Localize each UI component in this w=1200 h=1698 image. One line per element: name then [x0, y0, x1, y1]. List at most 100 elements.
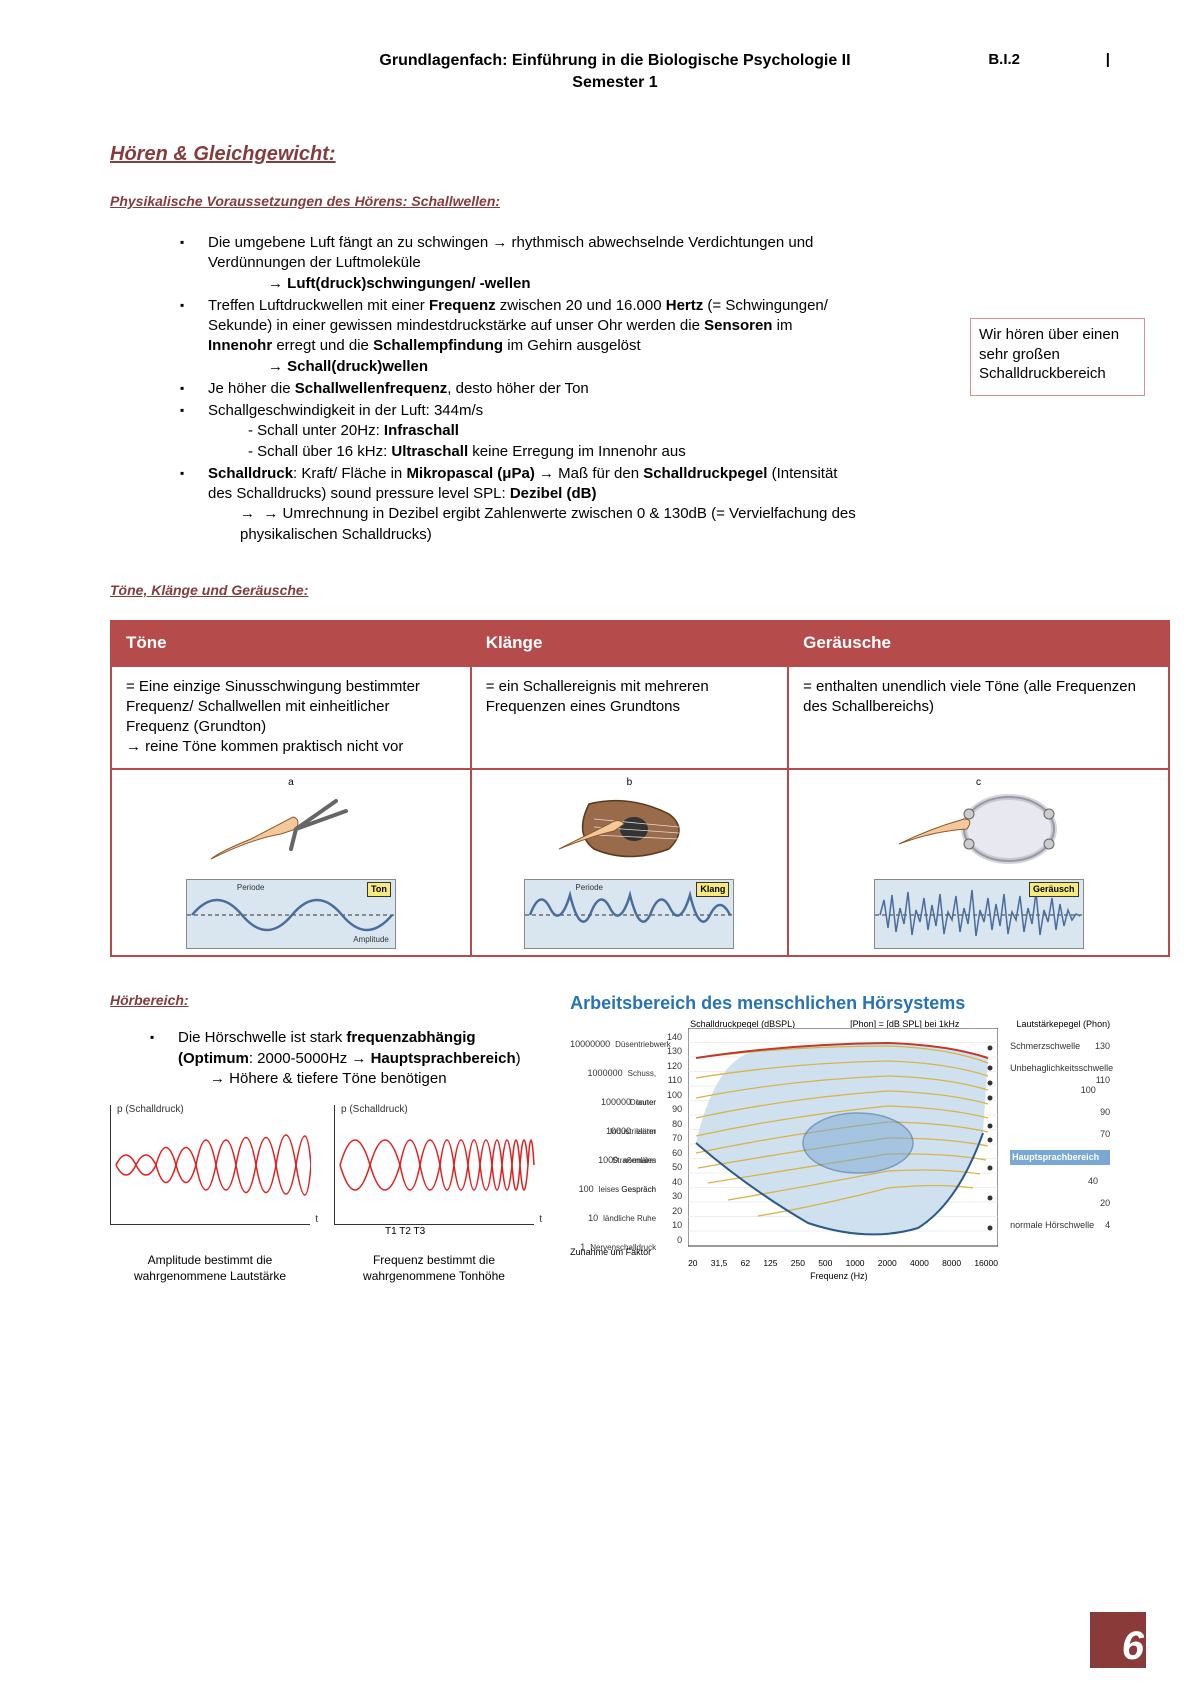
- val: 4: [1105, 1219, 1110, 1231]
- xt: 20: [688, 1258, 697, 1269]
- row-label: a: [118, 776, 464, 790]
- v: 10000: [606, 1126, 631, 1136]
- hb-left-column: Hörbereich: Die Hörschwelle ist stark fr…: [110, 991, 542, 1284]
- text: Je höher die: [208, 380, 295, 397]
- side-note-box: Wir hören über einen sehr großen Schalld…: [970, 318, 1145, 396]
- page-number-badge: 6: [1090, 1612, 1146, 1668]
- header-line2: Semester 1: [572, 74, 657, 91]
- td: = enthalten unendlich viele Töne (alle F…: [788, 666, 1169, 769]
- bold: Hertz: [666, 297, 704, 314]
- val: 100: [1010, 1084, 1110, 1096]
- val: 70: [1010, 1128, 1110, 1140]
- text: Ultraschall: [391, 443, 468, 460]
- sound-types-table: Töne Klänge Geräusche = Eine einzige Sin…: [110, 620, 1170, 958]
- tick: 130: [662, 1044, 682, 1059]
- bold: Schallwellenfrequenz: [295, 380, 448, 397]
- xt: 1000: [846, 1258, 865, 1269]
- xt: 125: [763, 1258, 777, 1269]
- val: 130: [1095, 1040, 1110, 1052]
- guitar-icon: [539, 789, 719, 869]
- text: Schall unter 20Hz:: [257, 422, 384, 439]
- xt: 31,5: [711, 1258, 728, 1269]
- wave-diagram: Periode Klang: [524, 879, 734, 949]
- tick: 10: [662, 1218, 682, 1233]
- left-value-labels: 10000000 Düsentriebwerk 1000000 Schuss, …: [570, 1030, 656, 1262]
- td: = Eine einzige Sinusschwingung bestimmte…: [111, 666, 471, 769]
- text: : 2000-5000Hz →: [249, 1050, 371, 1067]
- lbl: normale Hörschwelle: [1010, 1220, 1094, 1230]
- arrow-line: → Höhere & tiefere Töne benötigen: [178, 1069, 530, 1089]
- th: Geräusche: [788, 621, 1169, 666]
- x-ticks: 2031,562125250500100020004000800016000: [688, 1258, 998, 1269]
- text: keine Erregung im Innenohr aus: [468, 443, 686, 460]
- row-label: b: [478, 776, 781, 790]
- tick: 30: [662, 1189, 682, 1204]
- wave-amp: Amplitude: [353, 935, 389, 946]
- text: Die Hörschwelle ist stark: [178, 1029, 346, 1046]
- chart-bottom-left: Zunahme um Faktor: [570, 1246, 651, 1258]
- ticks: T1 T2 T3: [385, 1225, 425, 1239]
- xt: 2000: [878, 1258, 897, 1269]
- text: , desto höher der Ton: [447, 380, 589, 397]
- list-item: Die umgebene Luft fängt an zu schwingen …: [180, 233, 860, 294]
- v: 100000: [601, 1097, 631, 1107]
- td: c Geräusch: [788, 769, 1169, 957]
- arrow-line: → Schall(druck)wellen: [208, 357, 860, 377]
- header-line1: Grundlagenfach: Einführung in die Biolog…: [379, 52, 850, 69]
- val: 40: [1010, 1175, 1110, 1187]
- wave-label: Geräusch: [1029, 882, 1079, 896]
- arrow-line: → → Umrechnung in Dezibel ergibt Zahlenw…: [208, 504, 860, 545]
- d: ländliche Ruhe: [603, 1214, 656, 1223]
- tick: 90: [662, 1102, 682, 1117]
- hoerbereich-section: Hörbereich: Die Hörschwelle ist stark fr…: [110, 991, 1120, 1284]
- bullet-list-1: Die umgebene Luft fängt an zu schwingen …: [110, 233, 860, 545]
- section1-title: Physikalische Voraussetzungen des Hörens…: [110, 192, 1120, 211]
- text: Schallgeschwindigkeit in der Luft: 344m/…: [208, 402, 483, 419]
- cell-text: = ein Schallereignis mit mehreren Freque…: [486, 678, 709, 715]
- tick: 140: [662, 1030, 682, 1045]
- table-header-row: Töne Klänge Geräusche: [111, 621, 1169, 666]
- val: 60: [1098, 1164, 1108, 1176]
- list-item: Je höher die Schallwellenfrequenz, desto…: [180, 379, 860, 399]
- cell-text: = enthalten unendlich viele Töne (alle F…: [803, 678, 1136, 715]
- table-row: = Eine einzige Sinusschwingung bestimmte…: [111, 666, 1169, 769]
- tick: 120: [662, 1059, 682, 1074]
- text: Die umgebene Luft fängt an zu schwingen …: [208, 234, 813, 271]
- chart-caption: Frequenz bestimmt die wahrgenommene Tonh…: [334, 1253, 534, 1284]
- val: 110: [1096, 1074, 1110, 1086]
- text: → Maß für den: [535, 465, 643, 482]
- bold: Schalldruck: [208, 465, 293, 482]
- header-title: Grundlagenfach: Einführung in die Biolog…: [110, 50, 1120, 93]
- table-row: a Periode Ton Amplitude b: [111, 769, 1169, 957]
- x-axis-label: t: [315, 1213, 318, 1227]
- bold: Schallempfindung: [373, 337, 503, 354]
- text: im: [772, 317, 792, 334]
- tick: 70: [662, 1131, 682, 1146]
- bold: Frequenz: [429, 297, 496, 314]
- v: 1000: [598, 1155, 618, 1165]
- list-item: Die Hörschwelle ist stark frequenzabhäng…: [150, 1028, 530, 1089]
- td: = ein Schallereignis mit mehreren Freque…: [471, 666, 788, 769]
- text: Schall über 16 kHz:: [257, 443, 391, 460]
- hb-right-column: Arbeitsbereich des menschlichen Hörsyste…: [570, 991, 1120, 1284]
- tick: 100: [662, 1088, 682, 1103]
- bold: Sensoren: [704, 317, 772, 334]
- bold: Infraschall: [384, 422, 459, 439]
- v: 10: [588, 1213, 598, 1223]
- section2-title: Töne, Klänge und Geräusche:: [110, 581, 1120, 600]
- tick: 0: [662, 1233, 682, 1248]
- cell-text: = Eine einzige Sinusschwingung bestimmte…: [126, 678, 420, 756]
- text: erregt und die: [272, 337, 373, 354]
- bold: Ultraschall: [391, 443, 468, 460]
- chart-box: p (Schalldruck) t T1 T2 T3: [334, 1105, 534, 1225]
- chart-caption: Amplitude bestimmt die wahrgenommene Lau…: [110, 1253, 310, 1284]
- td: b Periode Klang: [471, 769, 788, 957]
- sub-item: Schall unter 20Hz: Infraschall: [208, 421, 860, 441]
- section3-title: Hörbereich:: [110, 991, 542, 1010]
- bold: Mikropascal (μPa): [406, 465, 534, 482]
- tambourine-icon: [889, 789, 1069, 869]
- x-axis-label: Frequenz (Hz): [810, 1270, 868, 1282]
- tick: 20: [662, 1204, 682, 1219]
- amplitude-chart: p (Schalldruck) t Amplitude bestimmt die…: [110, 1105, 310, 1284]
- chart-box: p (Schalldruck) t: [110, 1105, 310, 1225]
